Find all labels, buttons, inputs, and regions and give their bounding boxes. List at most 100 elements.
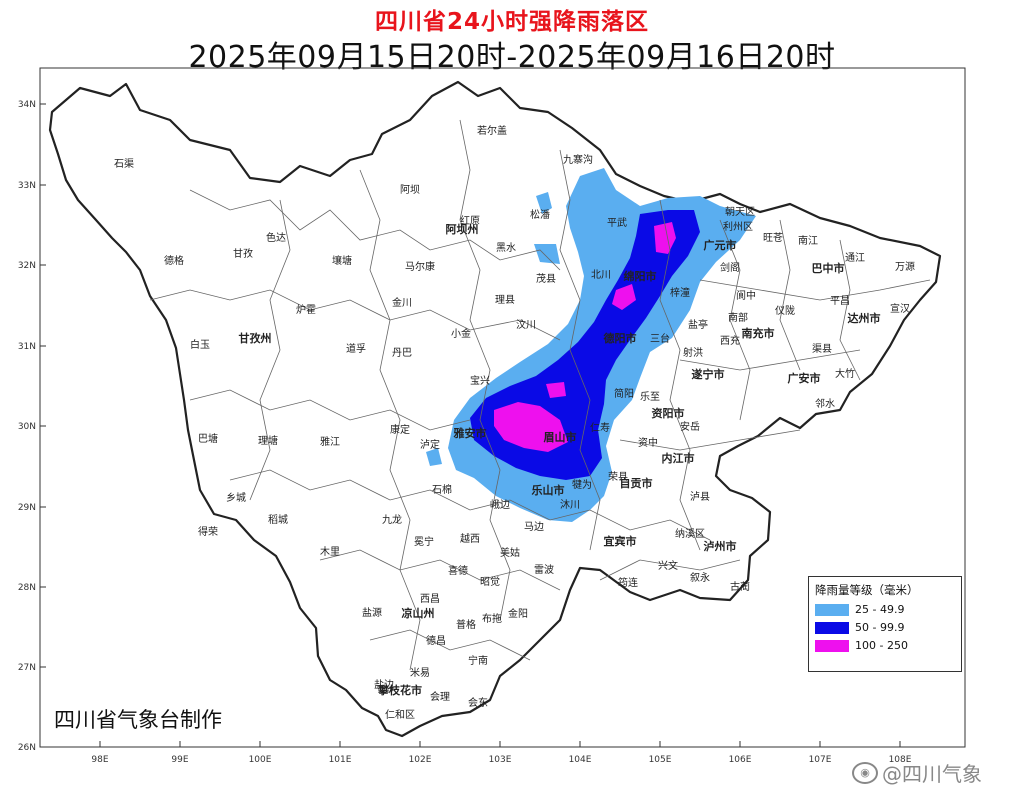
place-label: 西充 — [720, 334, 740, 347]
place-label: 筠连 — [618, 576, 638, 589]
lat-label: 30N — [18, 422, 36, 432]
place-label: 通江 — [845, 252, 865, 264]
place-label: 黑水 — [496, 242, 516, 254]
lon-label: 99E — [171, 755, 188, 765]
place-label: 美姑 — [500, 546, 520, 559]
place-label: 得荣 — [198, 526, 218, 538]
place-label: 犍为 — [572, 479, 592, 491]
lon-label: 100E — [249, 755, 272, 765]
legend-label: 50 - 99.9 — [855, 621, 905, 634]
place-label: 巴中市 — [812, 261, 845, 275]
place-label: 石棉 — [432, 483, 452, 496]
place-label: 渠县 — [812, 343, 832, 355]
place-label: 绵阳市 — [624, 269, 657, 283]
place-label: 会东 — [468, 696, 488, 709]
place-label: 古蔺 — [730, 580, 750, 593]
place-label: 雷波 — [534, 563, 554, 576]
place-label: 阿坝 — [400, 184, 420, 196]
place-label: 简阳 — [614, 387, 634, 400]
place-label: 南部 — [728, 311, 748, 324]
place-label: 金阳 — [508, 607, 528, 620]
lon-label: 108E — [889, 755, 912, 765]
place-label: 汶川 — [516, 318, 536, 331]
axis-ticks — [40, 103, 901, 748]
place-label: 马尔康 — [405, 260, 435, 273]
place-label: 利州区 — [723, 221, 753, 233]
lat-label: 33N — [18, 181, 36, 191]
place-label: 巴塘 — [198, 432, 218, 445]
place-label: 越西 — [460, 532, 480, 545]
place-label: 南充市 — [742, 326, 775, 340]
place-label: 北川 — [591, 269, 611, 281]
place-label: 仁寿 — [590, 421, 610, 434]
place-label: 自贡市 — [620, 476, 653, 490]
place-label: 炉霍 — [296, 304, 316, 316]
place-label: 达州市 — [848, 311, 881, 325]
place-label: 理塘 — [258, 434, 278, 447]
lat-label: 32N — [18, 261, 36, 271]
place-label: 乐至 — [640, 391, 660, 403]
place-label: 色达 — [266, 231, 286, 244]
lat-label: 31N — [18, 342, 36, 352]
legend-label: 100 - 250 — [855, 639, 908, 652]
lon-label: 105E — [649, 755, 672, 765]
place-label: 九寨沟 — [563, 153, 593, 166]
lon-label: 104E — [569, 755, 592, 765]
place-label: 盐亭 — [688, 318, 708, 331]
place-label: 布拖 — [482, 612, 502, 625]
place-label: 冕宁 — [414, 535, 434, 548]
place-label: 平武 — [607, 216, 627, 229]
place-label: 宝兴 — [470, 374, 490, 387]
legend-item-50-99: 50 - 99.9 — [815, 621, 961, 634]
place-label: 广元市 — [704, 238, 737, 252]
place-label: 荣县 — [608, 471, 628, 483]
place-label: 朝天区 — [725, 206, 755, 218]
place-label: 喜德 — [448, 564, 468, 577]
latitude-labels: 34N 33N 32N 31N 30N 29N 28N 27N 26N — [18, 100, 36, 753]
place-label: 邻水 — [815, 397, 835, 410]
place-label: 三台 — [650, 332, 670, 345]
lat-label: 28N — [18, 583, 36, 593]
place-label: 盐边 — [374, 678, 394, 691]
place-label: 南江 — [798, 234, 818, 247]
rain-area-25-49-small3 — [426, 448, 442, 466]
place-label: 宜宾市 — [604, 534, 637, 548]
legend-item-25-49: 25 - 49.9 — [815, 603, 961, 616]
place-label: 旺苍 — [763, 231, 783, 244]
place-label: 盐源 — [362, 606, 382, 619]
longitude-labels: 98E 99E 100E 101E 102E 103E 104E 105E 106E 107E 10… — [91, 755, 911, 765]
place-label: 泸州市 — [704, 539, 737, 553]
place-label: 木里 — [320, 546, 340, 558]
place-label: 泸县 — [690, 491, 710, 503]
map-title: 四川省24小时强降雨落区 — [374, 9, 649, 35]
place-label: 昭觉 — [480, 576, 500, 588]
place-label: 红原 — [460, 214, 480, 227]
place-label: 会理 — [430, 690, 450, 703]
place-label: 马边 — [524, 521, 544, 533]
place-label: 平昌 — [830, 295, 850, 307]
place-label: 甘孜 — [233, 247, 253, 260]
place-label: 仁和区 — [385, 709, 415, 721]
lon-label: 101E — [329, 755, 352, 765]
place-label: 峨边 — [490, 499, 510, 511]
place-label: 乡城 — [226, 492, 246, 504]
place-label: 攀枝花市 — [377, 683, 422, 697]
lon-label: 102E — [409, 755, 432, 765]
rain-area-100-250 — [654, 222, 676, 254]
watermark-text: @四川气象 — [882, 762, 982, 786]
place-label: 内江市 — [662, 451, 695, 465]
place-label: 凉山州 — [402, 606, 435, 620]
place-label: 丹巴 — [392, 347, 412, 359]
place-label: 石渠 — [114, 158, 134, 170]
place-label: 小金 — [451, 327, 471, 340]
place-label: 西昌 — [420, 593, 440, 605]
place-label: 壤塘 — [332, 254, 352, 267]
place-label: 金川 — [392, 296, 412, 309]
place-label: 泸定 — [420, 438, 440, 451]
place-label: 乐山市 — [532, 483, 565, 497]
county-boundaries — [149, 119, 931, 671]
legend-swatch-magenta — [815, 639, 849, 652]
place-label: 雅安市 — [454, 426, 487, 440]
place-label: 松潘 — [530, 208, 550, 221]
